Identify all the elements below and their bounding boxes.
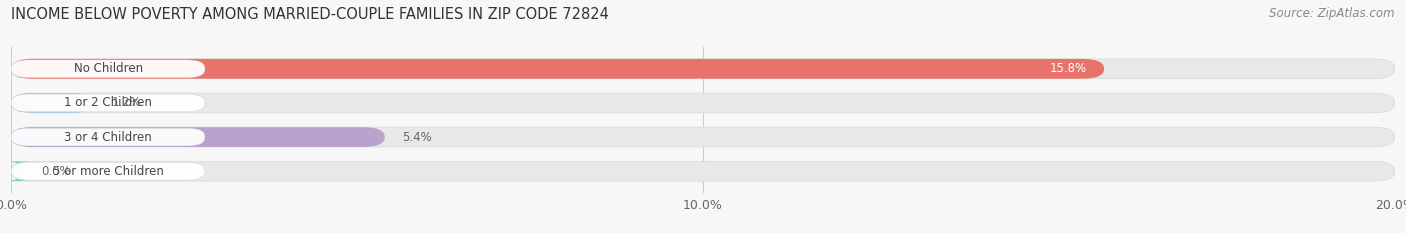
FancyBboxPatch shape [11,60,205,78]
Text: Source: ZipAtlas.com: Source: ZipAtlas.com [1270,7,1395,20]
Text: 5 or more Children: 5 or more Children [52,165,163,178]
Text: INCOME BELOW POVERTY AMONG MARRIED-COUPLE FAMILIES IN ZIP CODE 72824: INCOME BELOW POVERTY AMONG MARRIED-COUPL… [11,7,609,22]
FancyBboxPatch shape [11,93,1395,113]
FancyBboxPatch shape [11,59,1104,79]
FancyBboxPatch shape [11,93,94,113]
FancyBboxPatch shape [11,127,1395,147]
Text: No Children: No Children [73,62,142,75]
FancyBboxPatch shape [11,161,1395,181]
FancyBboxPatch shape [11,127,385,147]
FancyBboxPatch shape [11,162,205,180]
FancyBboxPatch shape [11,128,205,146]
Text: 15.8%: 15.8% [1050,62,1087,75]
FancyBboxPatch shape [11,94,205,112]
Text: 0.0%: 0.0% [41,165,70,178]
FancyBboxPatch shape [11,59,1395,79]
FancyBboxPatch shape [3,161,32,181]
Text: 1.2%: 1.2% [111,96,142,110]
Text: 3 or 4 Children: 3 or 4 Children [65,130,152,144]
Text: 5.4%: 5.4% [402,130,432,144]
Text: 1 or 2 Children: 1 or 2 Children [65,96,152,110]
